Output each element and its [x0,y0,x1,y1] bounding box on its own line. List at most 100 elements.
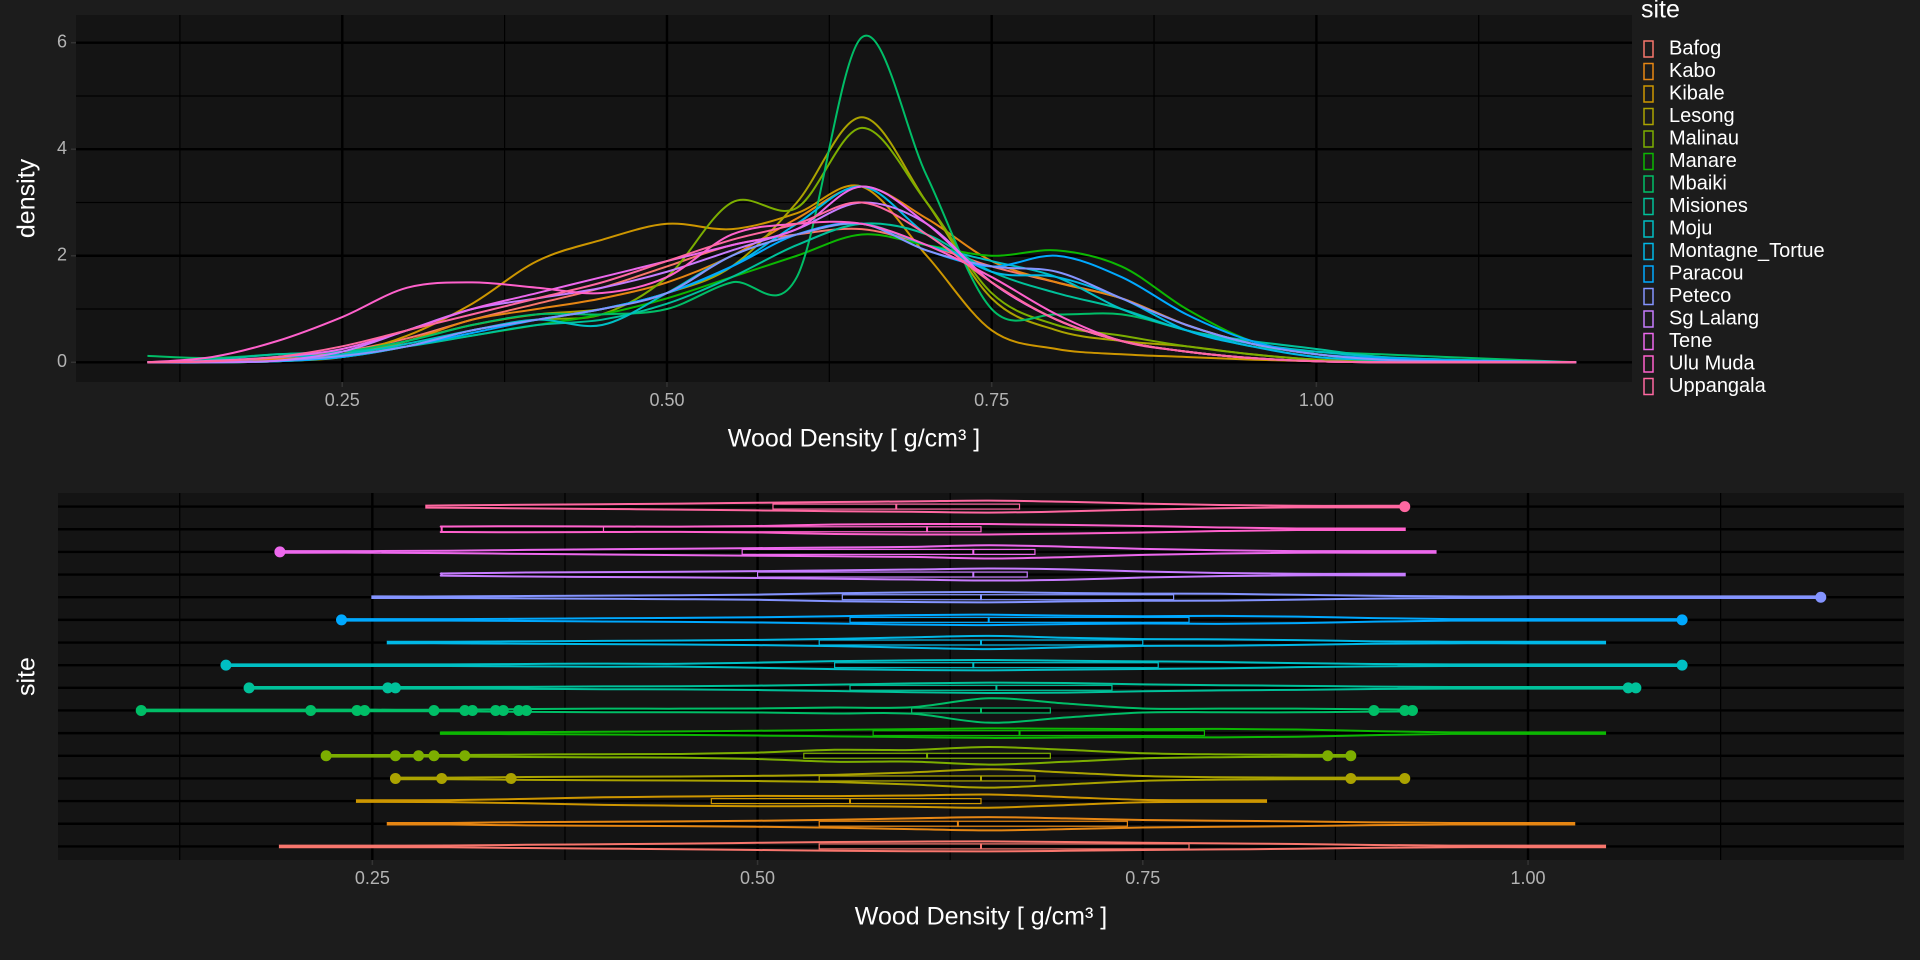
outlier [382,682,394,694]
outlier [389,682,401,694]
box [818,843,1190,850]
x-tick-label: 0.25 [355,868,390,888]
legend-label: Ulu Muda [1669,352,1755,374]
outlier [1345,772,1357,784]
outlier [513,704,525,716]
box [849,616,1190,623]
legend-key [1643,40,1654,58]
legend-key [1643,107,1654,126]
legend-key [1643,377,1654,396]
legend-label: Malinau [1669,127,1739,149]
outlier [389,772,401,784]
box [602,526,982,533]
violin [278,544,1437,560]
outlier [135,704,147,716]
legend-key [1643,332,1654,351]
outlier [467,704,479,716]
y-axis-title: density [13,158,41,238]
violin [386,634,1607,651]
outlier [428,704,440,716]
panel [76,15,1632,382]
legend-key [1643,287,1654,306]
density-line [147,201,1577,364]
box [818,820,1128,827]
legend-label: Montagne_Tortue [1669,240,1825,262]
legend-label: Peteco [1669,285,1731,307]
outlier [389,750,401,762]
box [872,730,1206,737]
violin [439,567,1406,582]
violin [386,816,1576,832]
legend-key [1643,175,1654,193]
outlier [320,750,332,762]
legend-label: Bafog [1669,37,1721,59]
outlier [1368,704,1380,716]
legend-label: Kabo [1669,60,1716,82]
outlier [1345,750,1357,762]
x-tick-label: 0.50 [740,868,775,888]
x-tick-label: 1.00 [1510,868,1545,888]
panel [58,493,1904,860]
box [741,548,1036,556]
outlier [520,704,532,716]
outlier [505,772,517,784]
legend-key [1643,355,1654,373]
outlier [1399,501,1411,513]
outlier [1399,704,1411,716]
violin [278,840,1607,853]
outlier [1399,772,1411,784]
x-tick-label: 0.50 [649,390,684,410]
outlier [243,682,255,694]
x-tick-label: 0.25 [325,390,360,410]
legend-key [1643,130,1654,148]
y-tick-label: 4 [57,138,67,158]
legend-key [1643,220,1654,238]
legend-label: Paracou [1669,262,1744,284]
outlier [274,546,286,558]
legend-label: Uppangala [1669,375,1767,397]
legend-key [1643,265,1654,283]
legend-label: Mbaiki [1669,172,1727,194]
legend-key [1643,310,1654,328]
legend-label: Manare [1669,150,1737,172]
box [841,594,1175,601]
outlier [359,704,371,716]
outlier [1676,659,1688,671]
outlier [1630,682,1642,694]
outlier [1622,682,1634,694]
outlier [1676,614,1688,626]
outlier [413,750,425,762]
outlier [305,704,317,716]
legend-key [1643,62,1654,81]
box [849,684,1113,691]
legend-label: Tene [1669,330,1712,352]
legend-label: Kibale [1669,82,1725,104]
outlier [497,704,509,716]
legend-key [1643,242,1654,261]
outlier [490,704,502,716]
legend-title: site [1641,0,1680,24]
box [818,775,1036,782]
legend-key [1643,85,1654,103]
legend-label: Misiones [1669,195,1748,217]
outlier [1322,750,1334,762]
legend-label: Lesong [1669,105,1735,127]
box [756,571,1028,578]
box [710,797,982,805]
violin [439,727,1607,739]
outlier [428,750,440,762]
x-axis-title: Wood Density [ g/cm³ ] [855,903,1107,931]
outlier [336,614,348,626]
legend-key [1643,197,1654,216]
y-axis-title: site [13,657,41,696]
box [834,662,1159,669]
outlier [1406,704,1418,716]
outlier [220,659,232,671]
y-tick-label: 0 [57,351,67,371]
x-axis-title: Wood Density [ g/cm³ ] [728,425,980,453]
outlier [1815,591,1827,603]
y-tick-label: 2 [57,245,67,265]
x-tick-label: 0.75 [1125,868,1160,888]
legend-label: Sg Lalang [1669,307,1759,329]
